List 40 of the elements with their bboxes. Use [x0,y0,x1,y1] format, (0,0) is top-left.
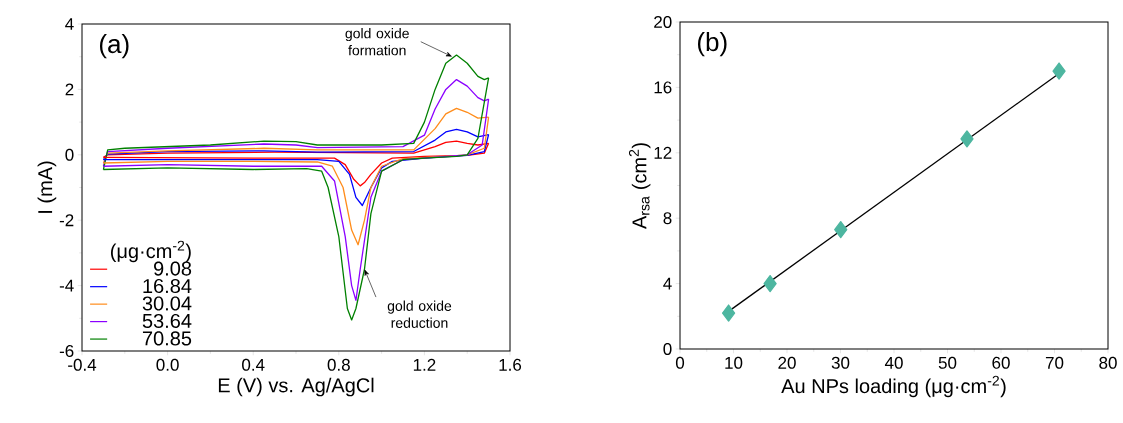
legend-label: 30.04 [142,296,192,311]
y-tick-label: 4 [65,18,74,30]
x-tick-label: 70 [1045,356,1064,369]
x-tick-label: 20 [778,356,796,369]
x-tick-label: 50 [938,356,957,369]
x-tick-label: 40 [884,356,903,369]
annotation: gold oxide formation [345,28,409,56]
x-tick-label: 30 [831,356,850,369]
legend-label: 9.08 [154,261,192,276]
legend-label: 16.84 [143,278,192,294]
legend-label: 53.64 [142,313,192,329]
y-tick-label: 0 [65,148,74,161]
y-tick-label: -4 [59,279,74,292]
x-tick-label: -0.4 [68,358,97,371]
x-tick-label: 80 [1099,356,1117,369]
y-tick-label: 2 [65,83,74,96]
y-axis-title: A$_{rsa}$ (cm$^{2}$) [628,143,651,230]
y-axis-title: I (mA) [37,161,57,213]
annotation: (b) [698,32,727,57]
y-tick-label: 4 [663,277,672,290]
x-axis-title: E (V) vs. Ag/AgCl [218,377,374,397]
y-tick-label: -6 [59,344,74,358]
y-tick-label: 16 [654,81,672,94]
x-tick-label: 1.2 [413,358,436,371]
x-tick-label: 0 [675,356,685,369]
y-tick-label: 20 [654,15,672,29]
x-tick-label: 60 [992,356,1010,369]
x-tick-label: 0.0 [156,358,179,371]
x-tick-label: 0.4 [242,358,265,371]
y-tick-label: 12 [654,146,672,159]
y-tick-label: 0 [663,342,672,356]
x-tick-label: 1.6 [499,358,522,371]
x-tick-label: 10 [725,356,743,369]
x-axis-title: Au NPs loading (μg·cm$^{-2}$) [781,375,1006,398]
y-tick-label: -2 [59,214,74,227]
annotation: (a) [99,34,129,59]
annotation: gold oxide reduction [387,300,452,328]
y-tick-label: 8 [663,212,672,225]
x-tick-label: 0.8 [327,358,350,371]
legend-label: 70.85 [142,331,192,346]
